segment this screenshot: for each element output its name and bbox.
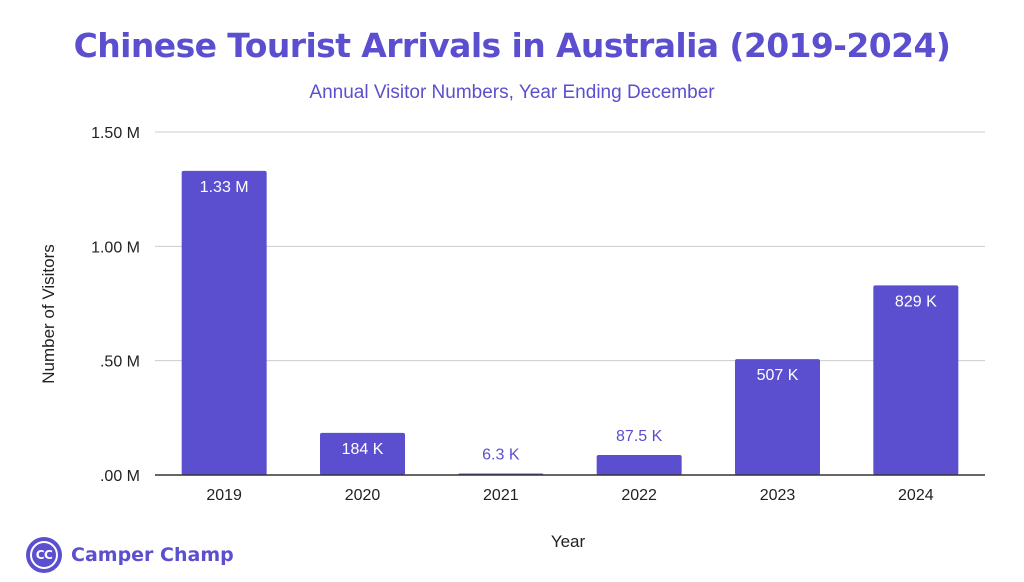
bars — [181, 170, 959, 475]
camper-champ-logo-icon: CC — [26, 537, 62, 573]
y-tick-label: .00 M — [100, 468, 140, 485]
bar-2022 — [596, 454, 682, 475]
x-tick-label: 2019 — [206, 487, 242, 504]
logo-initials: CC — [30, 541, 58, 569]
data-label-2022: 87.5 K — [616, 428, 663, 445]
bar-2023 — [735, 359, 820, 475]
brand-logo: CC Camper Champ — [26, 537, 234, 573]
x-axis-ticks: 2019 2020 2021 2022 2023 2024 — [206, 487, 933, 504]
bar-2019 — [181, 170, 267, 475]
x-tick-label: 2022 — [621, 487, 657, 504]
brand-name: Camper Champ — [71, 544, 234, 566]
data-label-2023: 507 K — [757, 367, 799, 384]
y-tick-label: 1.00 M — [91, 239, 140, 256]
x-tick-label: 2021 — [483, 487, 519, 504]
bar-2020 — [320, 432, 405, 475]
chart-subtitle: Annual Visitor Numbers, Year Ending Dece… — [309, 82, 715, 103]
data-label-2021: 6.3 K — [482, 447, 520, 464]
y-axis-ticks: .00 M .50 M 1.00 M 1.50 M — [91, 125, 140, 485]
y-tick-label: 1.50 M — [91, 125, 140, 142]
y-tick-label: .50 M — [100, 354, 140, 371]
data-labels: 1.33 M 184 K 6.3 K 87.5 K 507 K 829 K — [200, 179, 937, 464]
x-tick-label: 2020 — [345, 487, 381, 504]
data-label-2020: 184 K — [342, 441, 384, 458]
bar-2024 — [873, 285, 959, 475]
chart-title: Chinese Tourist Arrivals in Australia (2… — [73, 26, 951, 65]
x-tick-label: 2023 — [760, 487, 796, 504]
data-label-2019: 1.33 M — [200, 179, 249, 196]
x-axis-label: Year — [551, 532, 586, 551]
data-label-2024: 829 K — [895, 293, 937, 310]
y-axis-label: Number of Visitors — [39, 244, 58, 384]
x-tick-label: 2024 — [898, 487, 934, 504]
gridlines — [155, 131, 985, 362]
